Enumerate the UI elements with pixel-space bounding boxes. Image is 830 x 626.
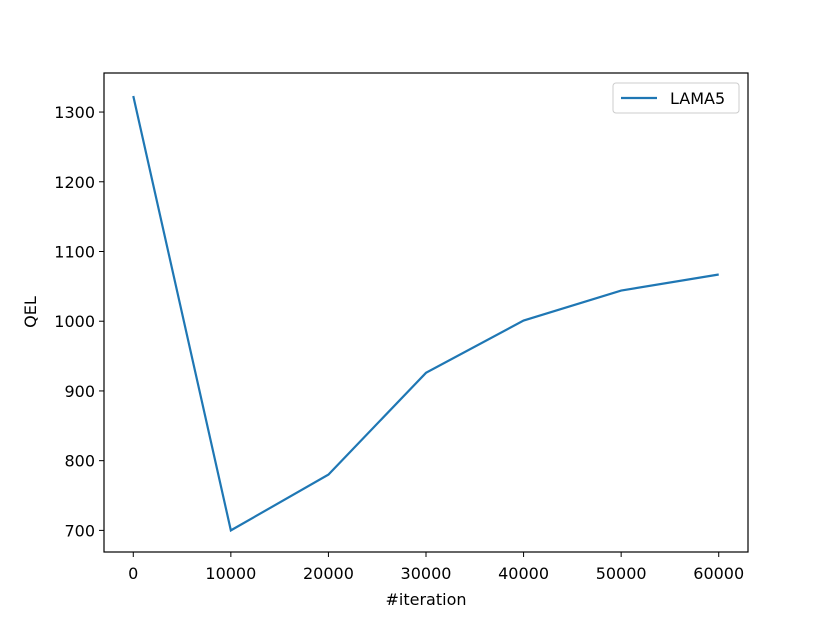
x-tick-label: 50000 (596, 564, 647, 583)
y-tick-label: 700 (64, 521, 95, 540)
y-tick-label: 1100 (54, 242, 95, 261)
y-tick-label: 1300 (54, 103, 95, 122)
legend-label: LAMA5 (670, 89, 725, 108)
data-line (132, 95, 719, 533)
y-tick-label: 1000 (54, 312, 95, 331)
x-tick-label: 10000 (205, 564, 256, 583)
x-tick-label: 40000 (498, 564, 549, 583)
x-tick-label: 30000 (401, 564, 452, 583)
x-tick-label: 20000 (303, 564, 354, 583)
legend-box (612, 82, 740, 114)
axes-frame (103, 72, 749, 553)
y-axis-label: QEL (21, 296, 40, 328)
x-axis-label: #iteration (386, 590, 467, 609)
y-tick-label: 1200 (54, 173, 95, 192)
x-tick-label: 60000 (693, 564, 744, 583)
y-tick-label: 900 (64, 382, 95, 401)
y-tick-label: 800 (64, 452, 95, 471)
x-tick-label: 0 (128, 564, 138, 583)
